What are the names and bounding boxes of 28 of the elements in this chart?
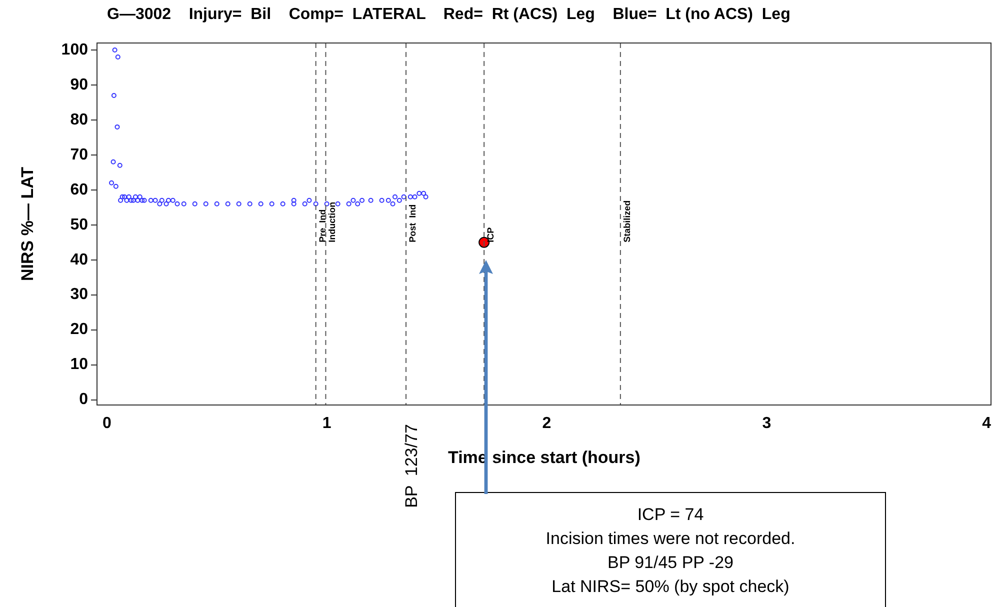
text: ICP = 74 [636,504,705,526]
y-tick-label: 90 [70,76,88,94]
ref-line-label: Post Ind [407,204,418,242]
y-tick-label: 80 [70,111,88,128]
y-tick-label: 0 [79,391,88,408]
x-tick-label: 4 [982,415,992,432]
y-tick-label: 70 [70,146,88,164]
y-tick-label: 60 [70,181,88,198]
x-tick-label: 1 [322,415,332,432]
y-tick-label: 20 [70,321,88,338]
y-tick-label: 40 [70,251,88,268]
text: Lat NIRS= 50% (by spot check) [550,576,790,598]
y-axis-title: NIRS %— LAT [18,167,38,281]
ref-line-label: Pre Ind [317,209,328,242]
y-tick-label: 100 [61,41,88,58]
x-tick-label: 3 [762,415,772,432]
y-tick-label: 10 [70,356,88,374]
x-tick-label: 0 [102,415,112,432]
ref-line-label: Induction [327,202,338,242]
chart-title: G—3002 Injury= Bil Comp= LATERAL Red= Rt (ACS) Leg Blue= Lt (no ACS) Leg [106,6,792,24]
text: BP 91/45 PP -29 [606,552,735,574]
y-tick-label: 50 [70,216,88,234]
y-tick-label: 30 [70,286,88,304]
text: BP 123/77 [402,424,422,508]
x-tick-label: 2 [542,415,552,432]
text: Incision times were not recorded. [544,528,796,550]
ref-line-label: Stabilized [622,200,632,242]
ref-line-label: ICP [486,227,496,242]
